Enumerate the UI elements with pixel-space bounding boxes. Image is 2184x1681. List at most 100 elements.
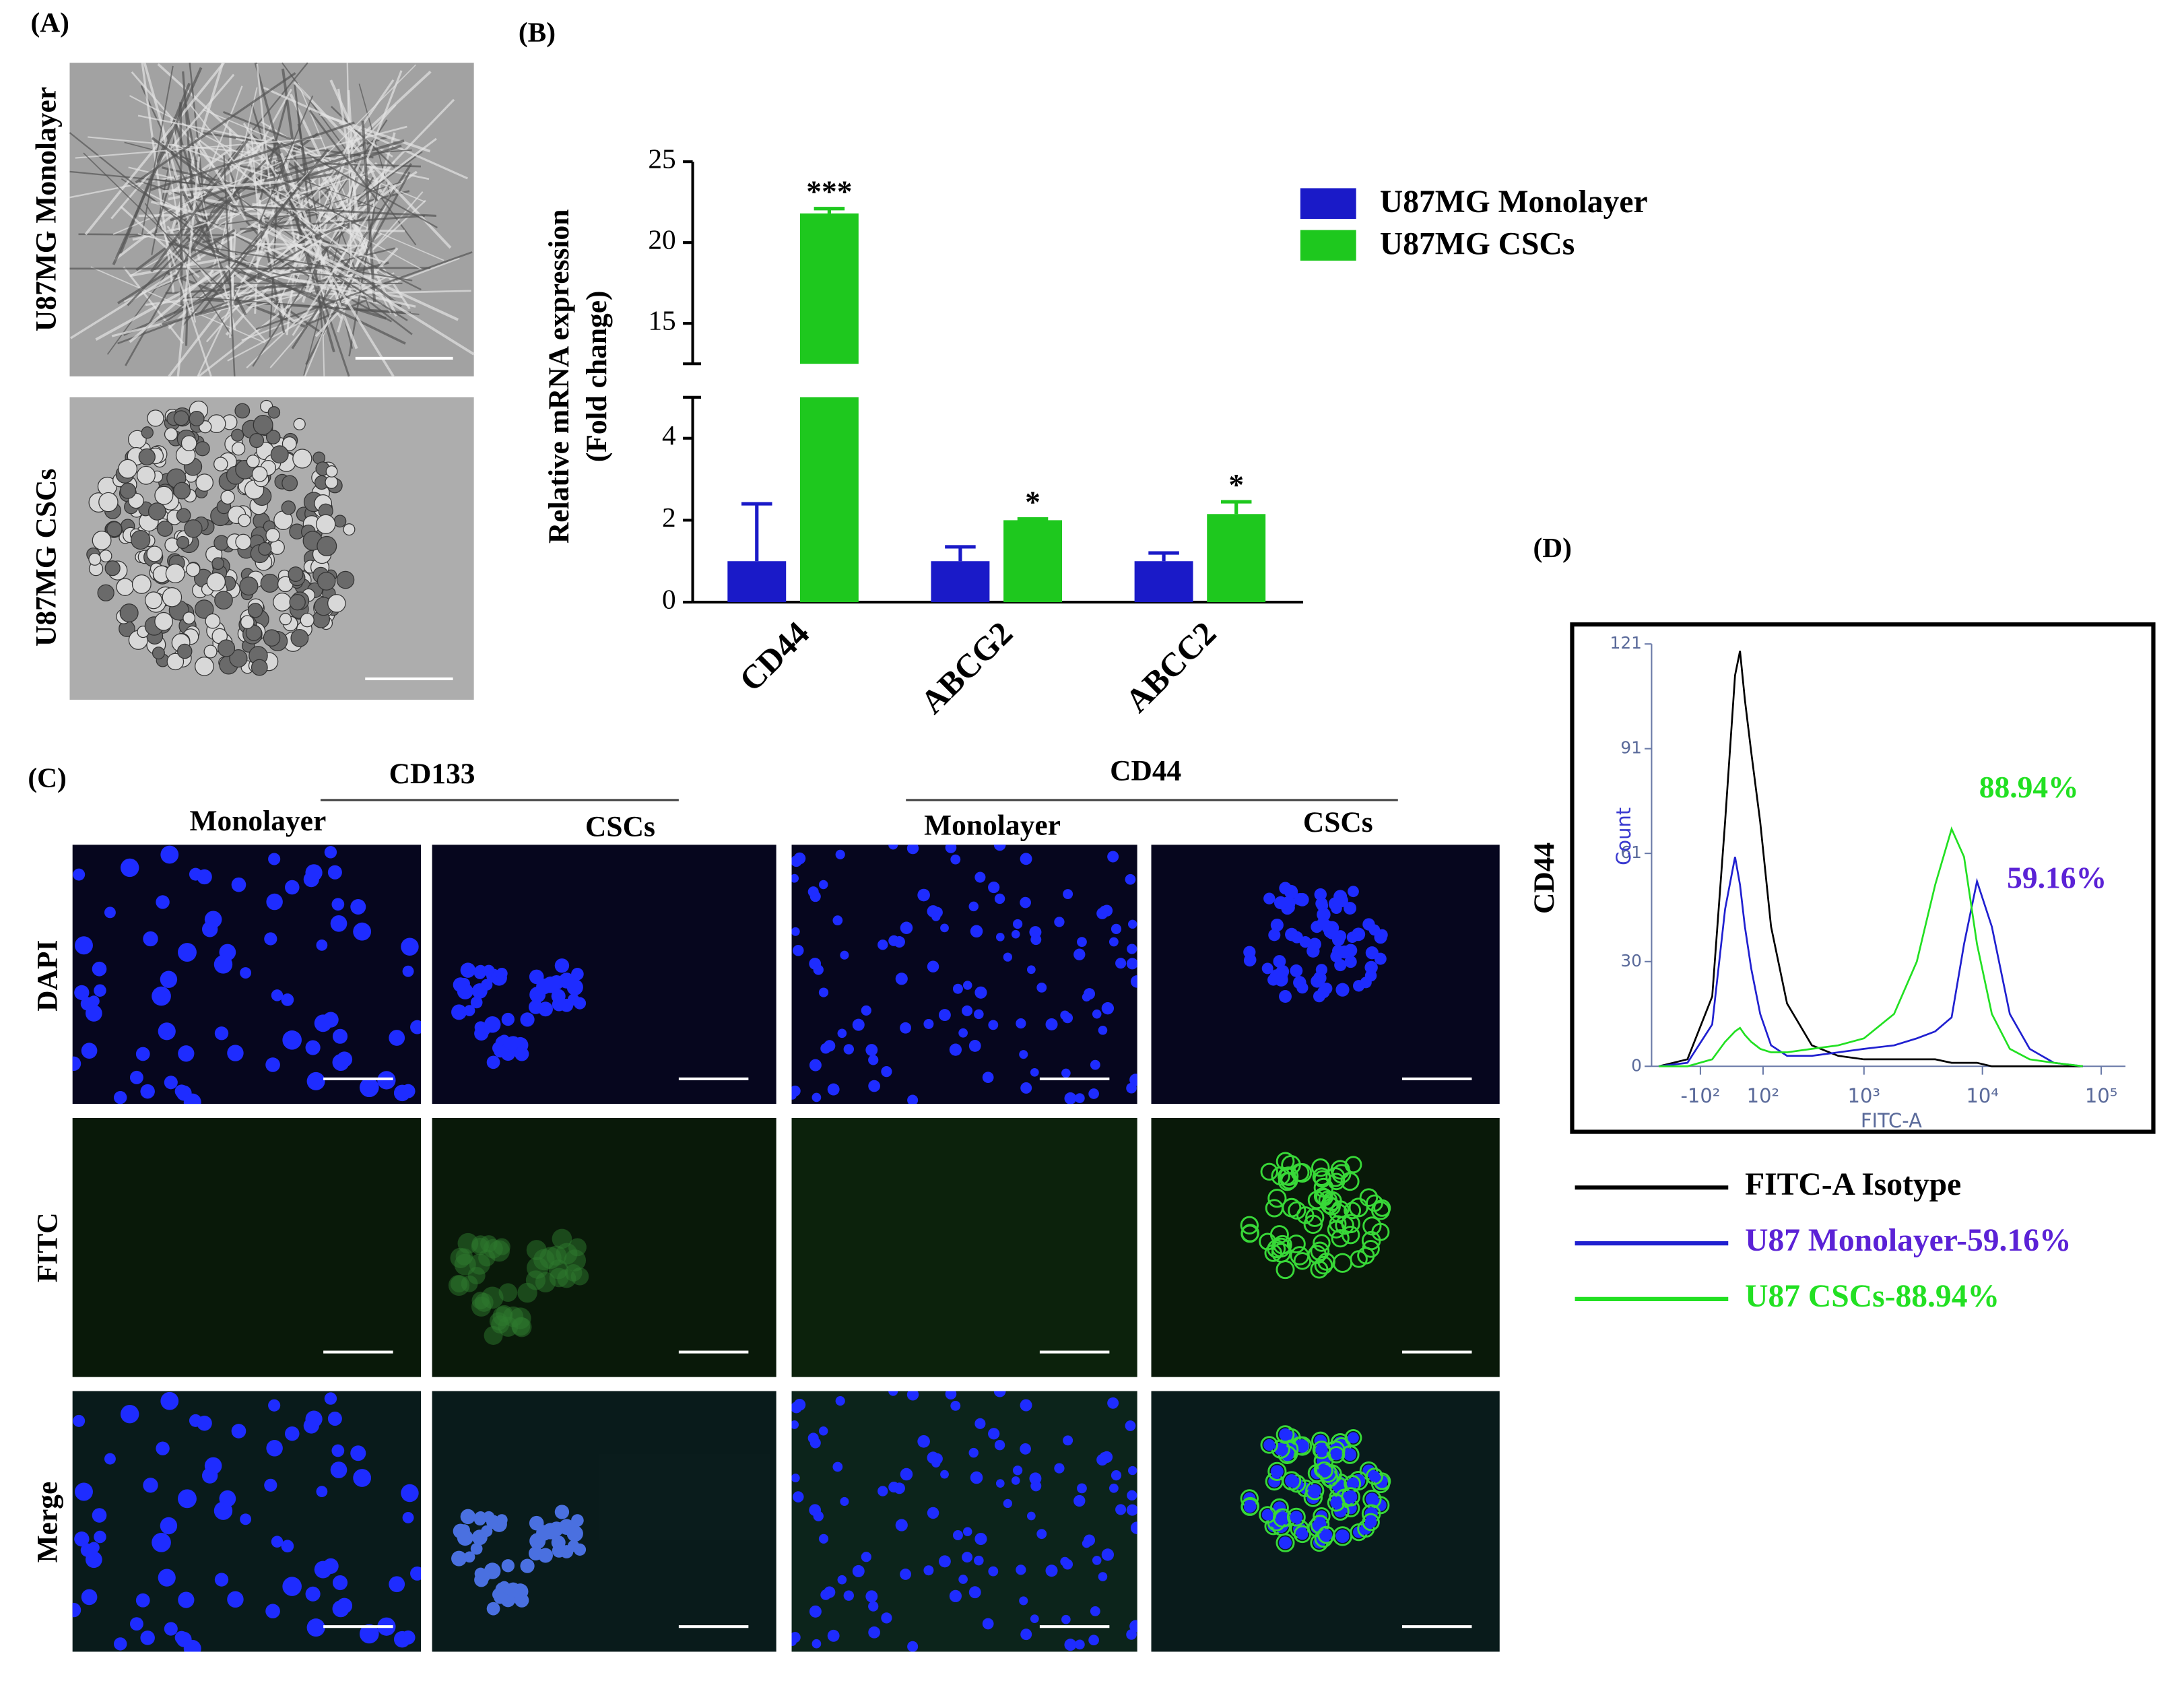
row-label: Merge [31,1482,63,1563]
nucleus [945,845,957,853]
x-tick-label: 10² [1747,1084,1779,1107]
nucleus [988,1428,1000,1440]
nucleus [330,915,348,932]
nucleus [1107,851,1119,863]
cell [98,492,119,513]
cell-fiber [185,236,406,345]
cell [265,430,281,444]
nucleus [324,1392,337,1405]
nucleus [1344,1490,1358,1504]
nucleus [835,1396,845,1406]
cell-fiber [196,296,420,315]
cell [239,576,259,596]
nucleus [552,1544,566,1558]
nucleus [460,962,476,978]
nucleus [958,1575,968,1584]
cell [247,603,263,618]
nucleus [809,1059,822,1072]
nucleus [120,858,139,878]
nucleus [331,1444,345,1457]
nucleus [501,1012,515,1026]
cell [251,466,268,482]
cell-fiber [158,139,306,246]
nucleus [156,1441,170,1455]
nucleus [843,1590,855,1601]
cell-fiber [206,246,413,282]
nucleus [927,905,939,918]
nucleus [214,1026,229,1041]
histogram-line [1659,826,2083,1067]
cell-fiber [138,211,277,218]
membrane-stain [1359,1461,1379,1480]
nucleus [528,999,543,1014]
nucleus [1036,1529,1047,1540]
nucleus [160,970,178,988]
cell-fiber [279,152,358,350]
nucleus [160,1517,178,1535]
nucleus [85,1551,102,1569]
cell [176,508,191,523]
nucleus [974,1555,984,1566]
cell-fiber [95,260,239,341]
legend-swatch [1300,188,1356,219]
cell [189,410,205,427]
nucleus [882,1613,892,1623]
nucleus [486,1602,500,1616]
nucleus [104,907,116,919]
image-content [791,1391,1137,1652]
nucleus [463,1005,475,1016]
nucleus [1270,1465,1284,1478]
nucleus [907,1094,919,1105]
nucleus [809,1504,822,1517]
nucleus [840,950,849,960]
nucleus [968,1447,979,1458]
nucleus [835,849,845,859]
nucleus [1099,905,1109,916]
cell [97,584,114,601]
nucleus [1330,950,1342,962]
nucleus [410,1020,422,1034]
nucleus [861,1005,871,1016]
nucleus [968,1040,981,1052]
nucleus [974,986,987,999]
nucleus [900,1022,912,1034]
cell [273,592,292,612]
nucleus [1045,1564,1058,1577]
faint-stain [471,1291,490,1310]
nucleus [1063,1435,1073,1446]
nucleus [1098,1025,1108,1035]
bar [1207,514,1266,603]
fluorescence-image [432,1391,776,1652]
nucleus [282,1030,302,1050]
nucleus [1077,937,1087,948]
nucleus [1313,971,1327,985]
nucleus [837,1028,847,1039]
nucleus [865,1044,878,1057]
faint-stain [478,1249,496,1267]
nucleus [865,1590,878,1603]
membrane-stain [1292,1162,1313,1183]
cell [246,455,260,468]
nucleus [528,1546,543,1561]
nucleus [906,1391,919,1401]
legend-label: U87 Monolayer-59.16% [1745,1223,2072,1258]
nucleus [481,979,493,991]
bar [727,561,787,603]
membrane-stain [1315,1188,1333,1207]
nucleus [1331,902,1342,915]
cell-fiber [110,73,235,220]
nucleus [1084,1534,1096,1546]
cell [213,457,228,471]
nucleus [140,1084,155,1099]
nucleus [410,1566,422,1581]
nucleus [1318,918,1331,930]
cell [251,659,268,676]
nucleus [1127,1490,1137,1501]
nucleus [1344,1448,1357,1461]
cell [106,521,123,537]
nucleus [129,1617,143,1631]
nucleus [350,898,366,915]
cell [152,647,165,660]
nucleus [1331,1449,1342,1461]
cell-fiber [162,261,389,326]
